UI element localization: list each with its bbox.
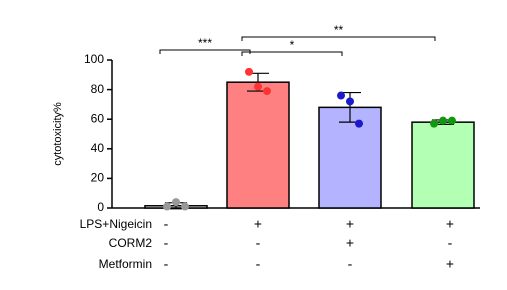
data-point [346, 97, 354, 106]
bar [318, 106, 382, 209]
significance-label: * [290, 38, 295, 52]
y-tick-label: 0 [97, 200, 104, 214]
y-tick-label: 40 [91, 141, 105, 155]
bar [226, 81, 290, 209]
treatment-label: CORM2 [109, 236, 153, 250]
significance-label: ** [334, 23, 344, 37]
treatment-sign: + [446, 216, 454, 232]
significance-bracket [241, 51, 343, 56]
data-point [337, 91, 345, 100]
bar [411, 121, 475, 209]
data-point [439, 116, 447, 125]
treatment-sign: + [346, 216, 354, 232]
data-point [254, 82, 262, 91]
treatment-sign: + [446, 256, 454, 272]
y-tick-label: 60 [91, 111, 105, 125]
treatment-sign: - [164, 216, 169, 232]
data-point [263, 87, 271, 96]
data-point [245, 67, 253, 76]
treatment-sign: - [348, 256, 353, 272]
treatment-sign: - [256, 235, 261, 251]
y-tick-label: 100 [84, 52, 104, 66]
data-point [448, 116, 456, 125]
treatment-sign: - [256, 256, 261, 272]
treatment-sign: + [254, 216, 262, 232]
treatment-label: Metformin [99, 257, 152, 271]
data-point [355, 119, 363, 128]
treatment-sign: - [164, 256, 169, 272]
significance-label: *** [198, 36, 212, 50]
treatment-sign: + [346, 235, 354, 251]
treatment-sign: - [164, 235, 169, 251]
y-axis-label: cytotoxicity% [52, 102, 64, 166]
data-point [163, 202, 171, 211]
data-point [181, 202, 189, 211]
significance-bracket [241, 36, 436, 41]
y-tick-label: 80 [91, 82, 105, 96]
treatment-sign: - [448, 235, 453, 251]
y-tick-label: 20 [91, 171, 105, 185]
data-point [172, 198, 180, 207]
data-point [430, 119, 438, 128]
significance-bracket [159, 49, 251, 54]
treatment-label: LPS+Nigeicin [80, 217, 152, 231]
